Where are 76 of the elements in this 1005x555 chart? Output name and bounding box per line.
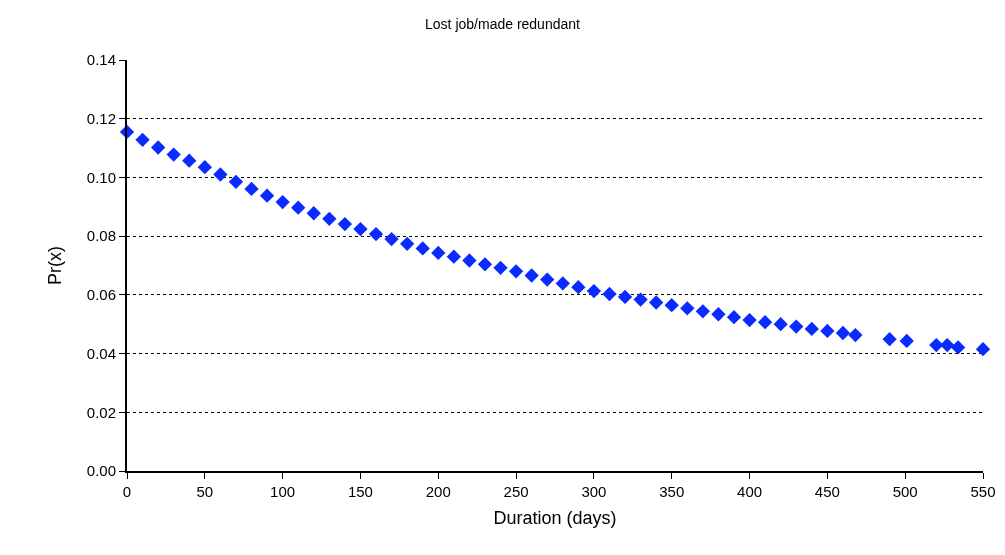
x-tick-label: 450: [814, 483, 840, 500]
point: [322, 211, 337, 226]
point: [306, 206, 321, 221]
point: [555, 276, 570, 291]
x-tick-label: 400: [737, 483, 763, 500]
point: [446, 249, 461, 264]
y-tick-label: 0.06: [86, 286, 116, 304]
x-tick-label: 0: [122, 483, 132, 500]
point: [820, 323, 835, 339]
point: [213, 167, 228, 182]
x-tick-label: 150: [347, 483, 373, 500]
y-tick-label: 0.14: [86, 51, 116, 69]
point: [384, 231, 399, 247]
point: [400, 236, 415, 251]
point: [540, 272, 555, 287]
point: [617, 289, 633, 305]
point: [182, 153, 197, 168]
point: [135, 132, 150, 147]
point: [337, 216, 353, 232]
x-axis-title: Duration (days): [493, 507, 617, 528]
x-tick-label: 300: [581, 483, 607, 500]
point: [477, 257, 493, 272]
point: [415, 241, 430, 256]
point: [940, 337, 955, 353]
point: [835, 325, 851, 341]
point: [711, 307, 726, 322]
point: [275, 194, 290, 210]
point: [804, 321, 819, 337]
point: [757, 315, 773, 330]
y-tick-label: 0.00: [86, 462, 116, 480]
y-tick-label: 0.08: [86, 227, 116, 245]
x-tick-label: 100: [270, 483, 296, 500]
point: [882, 332, 897, 347]
y-tick-label: 0.10: [86, 168, 116, 186]
point: [929, 337, 944, 353]
x-tick-label: 350: [659, 483, 685, 500]
point: [291, 200, 306, 215]
point: [259, 188, 275, 203]
point: [602, 286, 617, 302]
point: [197, 160, 212, 175]
x-tick-label: 500: [892, 483, 918, 500]
point: [649, 295, 664, 310]
point: [244, 181, 259, 197]
chart-title: Lost job/made redundant: [425, 16, 581, 33]
x-tick-label: 200: [425, 483, 451, 500]
point: [462, 253, 477, 268]
point: [353, 221, 368, 237]
point: [680, 301, 695, 316]
point: [848, 327, 863, 343]
y-tick-label: 0.04: [86, 344, 116, 362]
point: [975, 342, 991, 357]
point: [773, 317, 788, 332]
point: [586, 283, 602, 299]
point: [726, 310, 742, 325]
point: [950, 340, 966, 355]
point: [431, 245, 446, 261]
point: [508, 264, 524, 279]
point: [166, 147, 181, 162]
x-tick-label: 550: [970, 483, 996, 500]
point: [368, 226, 384, 242]
point: [899, 333, 914, 349]
point: [664, 297, 679, 313]
point: [524, 268, 539, 283]
y-tick-label: 0.12: [86, 109, 116, 127]
point: [228, 174, 244, 189]
point: [789, 319, 804, 334]
point: [695, 304, 710, 319]
point: [150, 140, 166, 155]
y-tick-label: 0.02: [86, 403, 116, 421]
point: [571, 280, 586, 295]
point: [493, 260, 508, 275]
y-axis-title: Pr(x): [45, 246, 66, 285]
point: [742, 312, 757, 328]
x-tick-label: 50: [196, 483, 214, 500]
x-tick-label: 250: [503, 483, 529, 500]
point: [633, 292, 648, 307]
